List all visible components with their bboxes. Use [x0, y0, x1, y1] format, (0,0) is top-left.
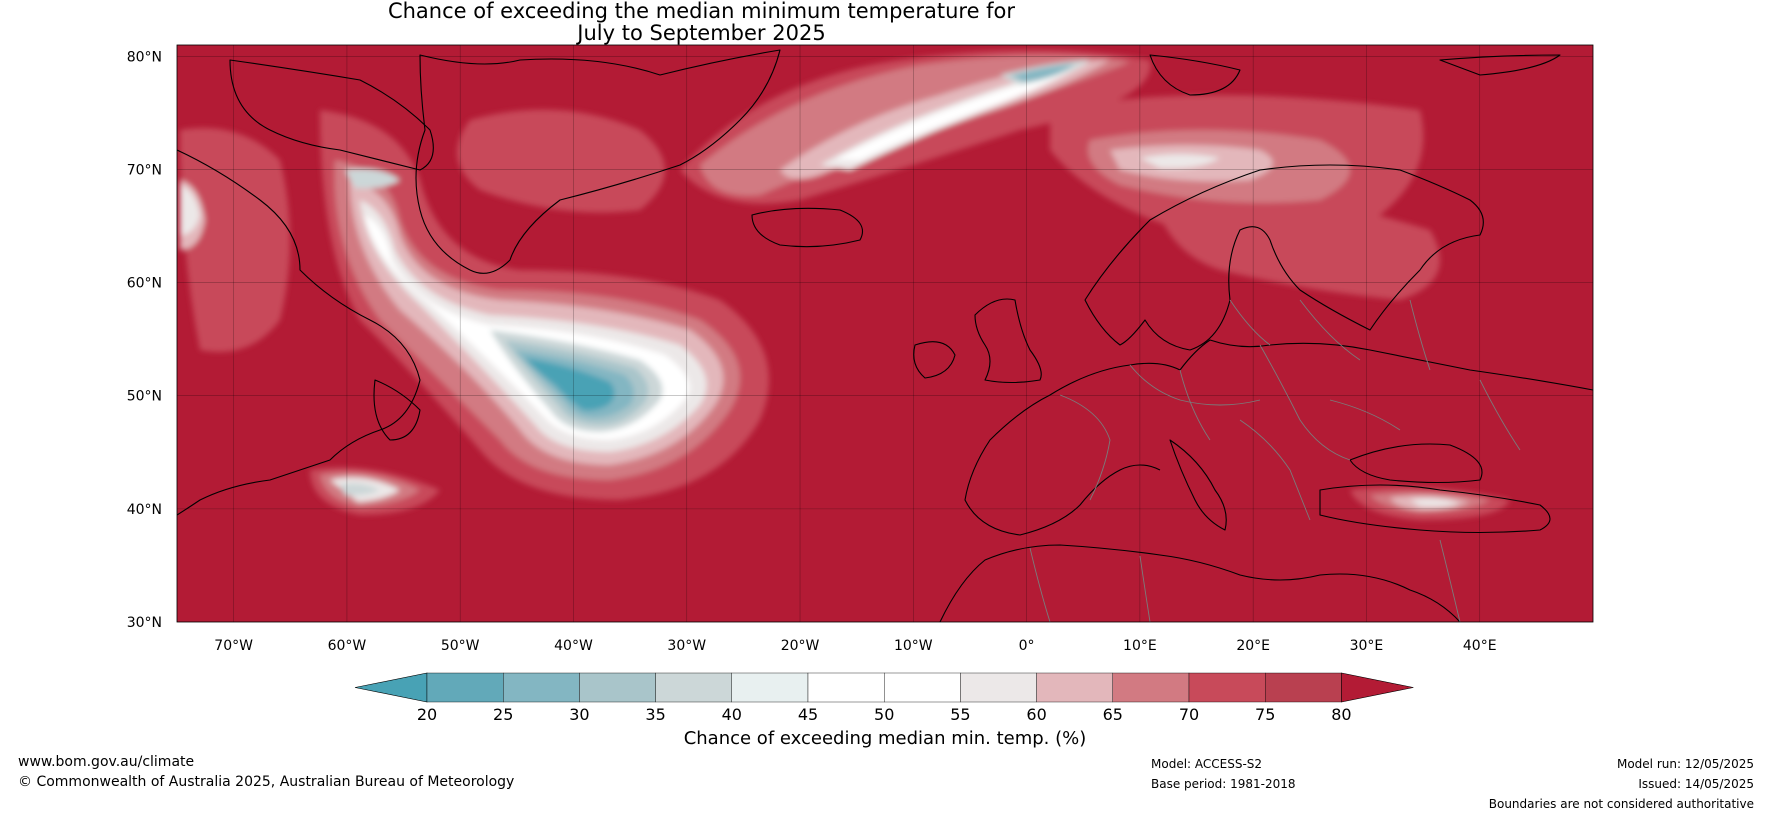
region-75 [457, 109, 665, 213]
colorbar-tick-label: 65 [1103, 705, 1123, 724]
colorbar-segment [807, 672, 885, 703]
longitude-tick-label: 60°W [328, 638, 367, 654]
region-45 [835, 65, 1080, 160]
longitude-labels: 70°W 60°W 50°W 40°W 30°W 20°W 10°W 0° 10°E 20°E 30… [214, 638, 1496, 654]
footer-issued: Issued: 14/05/2025 [1638, 777, 1754, 791]
coast-ireland [913, 341, 956, 379]
longitude-tick-label: 30°E [1350, 638, 1384, 654]
region-25 [1010, 64, 1075, 82]
latitude-tick-label: 50°N [127, 389, 162, 405]
colorbar-segment [426, 672, 504, 703]
colorbar-legend: 20 25 30 35 40 45 50 55 60 65 70 75 80 [354, 672, 1414, 724]
colorbar-tick-label: 40 [722, 705, 742, 724]
footer-model-run: Model run: 12/05/2025 [1616, 757, 1754, 771]
coast-italy [1169, 439, 1227, 531]
colorbar-segment [960, 672, 1037, 703]
map-title-line2: July to September 2025 [577, 21, 826, 45]
coast-svalbard [1149, 54, 1241, 96]
coast-turkey [1319, 484, 1551, 534]
region-35 [340, 483, 380, 496]
coast-baffin [229, 59, 434, 171]
footer-copyright: © Commonwealth of Australia 2025, Austra… [18, 774, 515, 790]
coast-canada [177, 149, 421, 516]
colorbar-segment [655, 672, 732, 703]
footer-disclaimer: Boundaries are not considered authoritat… [1488, 797, 1754, 811]
longitude-tick-label: 70°W [214, 638, 253, 654]
latitude-labels: 80°N 70°N 60°N 50°N 40°N 30°N [127, 49, 162, 631]
coast-iberia [964, 394, 1161, 536]
latitude-tick-label: 40°N [127, 502, 162, 518]
colorbar-tick-label: 50 [874, 705, 894, 724]
latitude-tick-label: 70°N [127, 162, 162, 178]
region-75 [1150, 180, 1440, 300]
colorbar-segment [503, 672, 580, 703]
region-20 [525, 358, 615, 411]
colorbar-segment [1036, 672, 1113, 703]
region-55 [1410, 498, 1460, 507]
colorbar-tick-label: 45 [798, 705, 818, 724]
colorbar-tick-label: 25 [493, 705, 513, 724]
colorbar-segment [1264, 672, 1342, 703]
colorbar-high-extension [1341, 672, 1414, 703]
region-35 [345, 168, 400, 189]
colorbar-tick-label: 30 [569, 705, 589, 724]
map-title-line1: Chance of exceeding the median minimum t… [387, 0, 1016, 23]
region-55 [1140, 154, 1220, 169]
colorbar-tick-label: 55 [950, 705, 970, 724]
longitude-tick-label: 40°W [554, 638, 593, 654]
latitude-tick-label: 30°N [127, 615, 162, 631]
colorbar-tick-label: 75 [1255, 705, 1275, 724]
coastlines [177, 49, 1593, 622]
longitude-tick-label: 20°E [1236, 638, 1270, 654]
coast-blacksea [1349, 443, 1483, 484]
longitude-tick-label: 0° [1019, 638, 1035, 654]
latitude-tick-label: 80°N [127, 49, 162, 65]
longitude-tick-label: 20°W [781, 638, 820, 654]
coast-novaya-zemlya [1439, 54, 1561, 76]
colorbar-tick-label: 20 [417, 705, 437, 724]
latitude-tick-label: 60°N [127, 276, 162, 292]
longitude-tick-label: 30°W [667, 638, 706, 654]
region-75 [180, 128, 290, 352]
longitude-tick-label: 10°E [1123, 638, 1157, 654]
longitude-tick-label: 50°W [441, 638, 480, 654]
colorbar-segment [579, 672, 656, 703]
longitude-tick-label: 10°W [894, 638, 933, 654]
coast-britain [974, 298, 1042, 384]
colorbar-segment [1112, 672, 1190, 703]
country-borders [1029, 299, 1521, 622]
map-area [177, 45, 1593, 622]
colorbar-tick-label: 60 [1026, 705, 1046, 724]
coast-newfoundland [373, 379, 421, 441]
coast-scandinavia [1084, 164, 1484, 351]
colorbar-segment [1188, 672, 1266, 703]
footer-base-period: Base period: 1981-2018 [1151, 777, 1296, 791]
colorbar-tick-label: 80 [1331, 705, 1351, 724]
colorbar-tick-label: 35 [645, 705, 665, 724]
coast-africa [939, 544, 1461, 622]
region-55 [180, 185, 200, 235]
graticule [177, 45, 1593, 622]
longitude-tick-label: 40°E [1463, 638, 1497, 654]
coast-iceland [751, 207, 864, 248]
coast-greenland [415, 49, 781, 274]
probability-shading [180, 50, 1510, 520]
map-frame [176, 44, 1594, 623]
colorbar-tick-label: 70 [1179, 705, 1199, 724]
footer-website: www.bom.gov.au/climate [18, 754, 195, 770]
colorbar-segment [731, 672, 809, 703]
colorbar-title: Chance of exceeding median min. temp. (%… [684, 728, 1087, 749]
footer-model: Model: ACCESS-S2 [1151, 757, 1263, 771]
colorbar-low-extension [354, 672, 428, 703]
colorbar-segment [884, 672, 961, 703]
